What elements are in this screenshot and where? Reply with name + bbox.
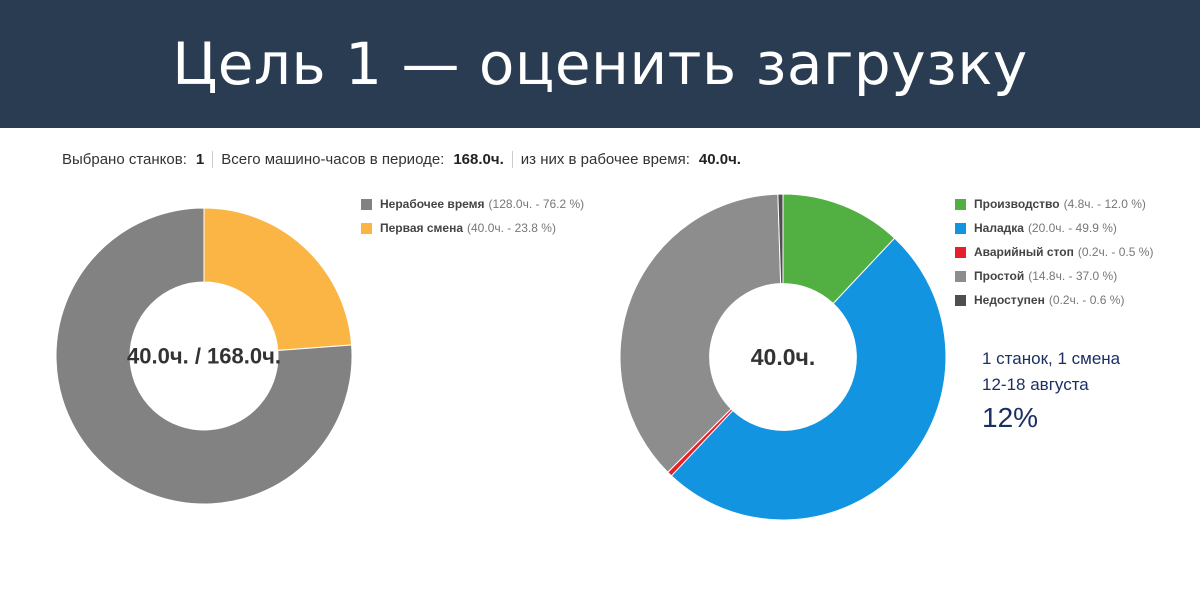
legend-label: Производство [974,197,1060,211]
slice-first-shift [203,207,353,352]
stat-total-machine-hours: Всего машино-часов в периоде: 168.0ч. [212,150,512,168]
slice-idle [619,193,782,473]
slice-setup [670,237,947,521]
legend-item: Недоступен (0.2ч. - 0.6 %) [955,288,1153,312]
legend-detail: (40.0ч. - 23.8 %) [467,221,556,235]
legend-detail: (14.8ч. - 37.0 %) [1028,269,1118,283]
stat-value: 1 [195,150,205,168]
slice-unavailable [777,193,784,285]
legend-detail: (0.2ч. - 0.6 %) [1048,293,1125,307]
shift-chart-legend: Нерабочее время (128.0ч. - 76.2 %) Первая … [361,192,584,240]
legend-label: Аварийный стоп [974,245,1074,259]
legend-item: Первая смена (40.0ч. - 23.8 %) [361,216,584,240]
legend-swatch [361,222,372,234]
shift-donut-chart: 40.0ч. / 168.0ч. [55,207,353,505]
legend-swatch [955,246,966,258]
legend-label: Первая смена [380,221,464,235]
legend-detail: (128.0ч. - 76.2 %) [488,197,585,211]
legend-swatch [955,270,966,282]
stat-value: 168.0ч. [453,150,504,168]
legend-detail: (4.8ч. - 12.0 %) [1063,197,1146,211]
legend-swatch [955,294,966,306]
legend-item: Производство (4.8ч. - 12.0 %) [955,192,1153,216]
legend-detail: (0.2ч. - 0.5 %) [1077,245,1154,259]
states-chart-legend: Производство (4.8ч. - 12.0 %) Наладка (20.0… [955,192,1153,312]
stat-value: 40.0ч. [698,150,741,168]
stat-label: из них в рабочее время: [520,150,690,168]
utilization-percent: 12% [982,402,1039,433]
stat-machines-selected: Выбрано станков: 1 [62,151,212,168]
donut-center-label: 40.0ч. / 168.0ч. [127,344,281,369]
legend-item: Нерабочее время (128.0ч. - 76.2 %) [361,192,584,216]
legend-detail: (20.0ч. - 49.9 %) [1027,221,1117,235]
summary-bar: Выбрано станков: 1 Всего машино-часов в … [62,148,749,170]
note-period: 12-18 августа [982,375,1089,394]
legend-label: Недоступен [974,293,1045,307]
stat-label: Всего машино-часов в периоде: [221,150,445,168]
stat-label: Выбрано станков: [62,150,187,168]
legend-item: Аварийный стоп (0.2ч. - 0.5 %) [955,240,1153,264]
legend-label: Нерабочее время [380,197,485,211]
legend-swatch [361,198,372,210]
legend-item: Простой (14.8ч. - 37.0 %) [955,264,1153,288]
legend-swatch [955,198,966,210]
legend-swatch [955,222,966,234]
utilization-note: 1 станок, 1 смена 12-18 августа 12% [982,346,1120,437]
donut-center-label: 40.0ч. [751,344,816,370]
states-donut-chart: 40.0ч. [619,193,947,521]
legend-label: Наладка [974,221,1024,235]
stat-working-hours: из них в рабочее время: 40.0ч. [511,150,749,168]
legend-item: Наладка (20.0ч. - 49.9 %) [955,216,1153,240]
title-banner: Цель 1 — оценить загрузку [0,0,1200,128]
page-title: Цель 1 — оценить загрузку [172,30,1028,98]
note-machines-shifts: 1 станок, 1 смена [982,349,1121,368]
legend-label: Простой [974,269,1025,283]
slice-non-working-time [55,207,353,505]
